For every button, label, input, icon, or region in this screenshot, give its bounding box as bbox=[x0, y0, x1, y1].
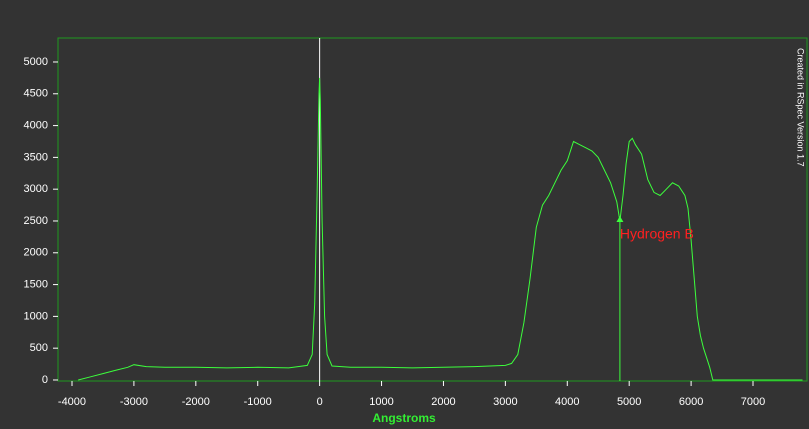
x-tick-label: 3000 bbox=[493, 396, 517, 408]
x-tick-label: 0 bbox=[317, 396, 323, 408]
y-tick-label: 2500 bbox=[24, 215, 48, 227]
y-tick-label: 5000 bbox=[24, 56, 48, 68]
spectrum-line bbox=[78, 77, 803, 381]
x-tick-label: -4000 bbox=[58, 396, 86, 408]
plot-area bbox=[57, 37, 808, 382]
y-tick-label: 4500 bbox=[24, 88, 48, 100]
y-tick-label: 0 bbox=[42, 374, 48, 386]
y-tick-label: 1000 bbox=[24, 310, 48, 322]
x-tick-label: -3000 bbox=[120, 396, 148, 408]
x-tick-label: 5000 bbox=[617, 396, 641, 408]
x-tick-label: 1000 bbox=[369, 396, 393, 408]
annotation-label: Hydrogen B bbox=[620, 226, 694, 242]
watermark: Created in RSpec Version 1.7 bbox=[796, 48, 806, 167]
annotation-marker bbox=[616, 215, 624, 222]
y-tick-label: 1500 bbox=[24, 278, 48, 290]
x-tick-label: 4000 bbox=[555, 396, 579, 408]
x-tick-label: -2000 bbox=[182, 396, 210, 408]
x-tick-label: 7000 bbox=[741, 396, 765, 408]
x-tick-label: 6000 bbox=[679, 396, 703, 408]
x-axis-label: Angstroms bbox=[372, 411, 436, 425]
y-tick-label: 3500 bbox=[24, 151, 48, 163]
x-tick-label: -1000 bbox=[244, 396, 272, 408]
y-tick-label: 2000 bbox=[24, 247, 48, 259]
y-tick-label: 4000 bbox=[24, 119, 48, 131]
y-tick-label: 500 bbox=[30, 342, 48, 354]
y-tick-label: 3000 bbox=[24, 183, 48, 195]
x-tick-label: 2000 bbox=[431, 396, 455, 408]
